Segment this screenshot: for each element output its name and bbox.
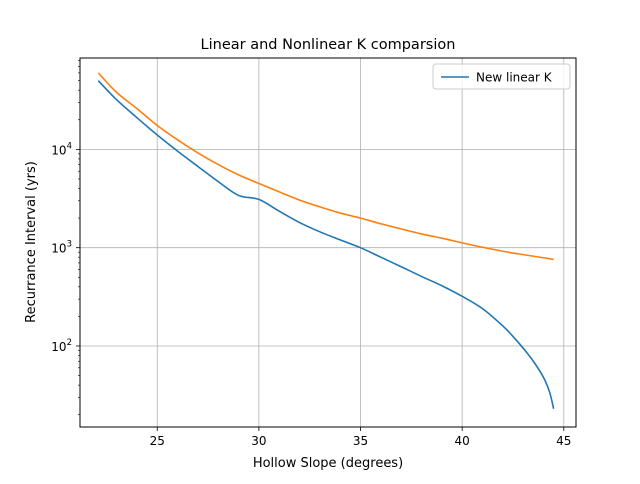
series-line-2 — [97, 72, 554, 261]
chart-title: Linear and Nonlinear K comparsion — [201, 37, 456, 53]
y-tick-label: 104 — [51, 141, 72, 157]
y-axis-ticks: 102 103 104 — [51, 60, 80, 416]
y-tick-label: 103 — [51, 240, 72, 256]
legend-box — [432, 63, 571, 90]
x-axis-label: Hollow Slope (degrees) — [253, 456, 403, 471]
x-tick-label: 40 — [455, 434, 470, 448]
y-tick-label: 102 — [51, 338, 72, 354]
plot-area-frame — [79, 57, 577, 428]
x-tick-label: 25 — [150, 434, 165, 448]
x-tick-label: 35 — [353, 434, 368, 448]
x-tick-label: 45 — [556, 434, 571, 448]
x-axis-ticks: 25 30 35 40 45 — [150, 427, 571, 448]
series-line-1 — [97, 80, 555, 409]
legend: New linear K — [432, 63, 571, 90]
series-layer — [97, 72, 555, 409]
x-tick-label: 30 — [251, 434, 266, 448]
y-axis-label: Recurrance Interval (yrs) — [24, 161, 39, 323]
gridlines — [80, 58, 576, 427]
legend-label: New linear K — [476, 71, 553, 85]
